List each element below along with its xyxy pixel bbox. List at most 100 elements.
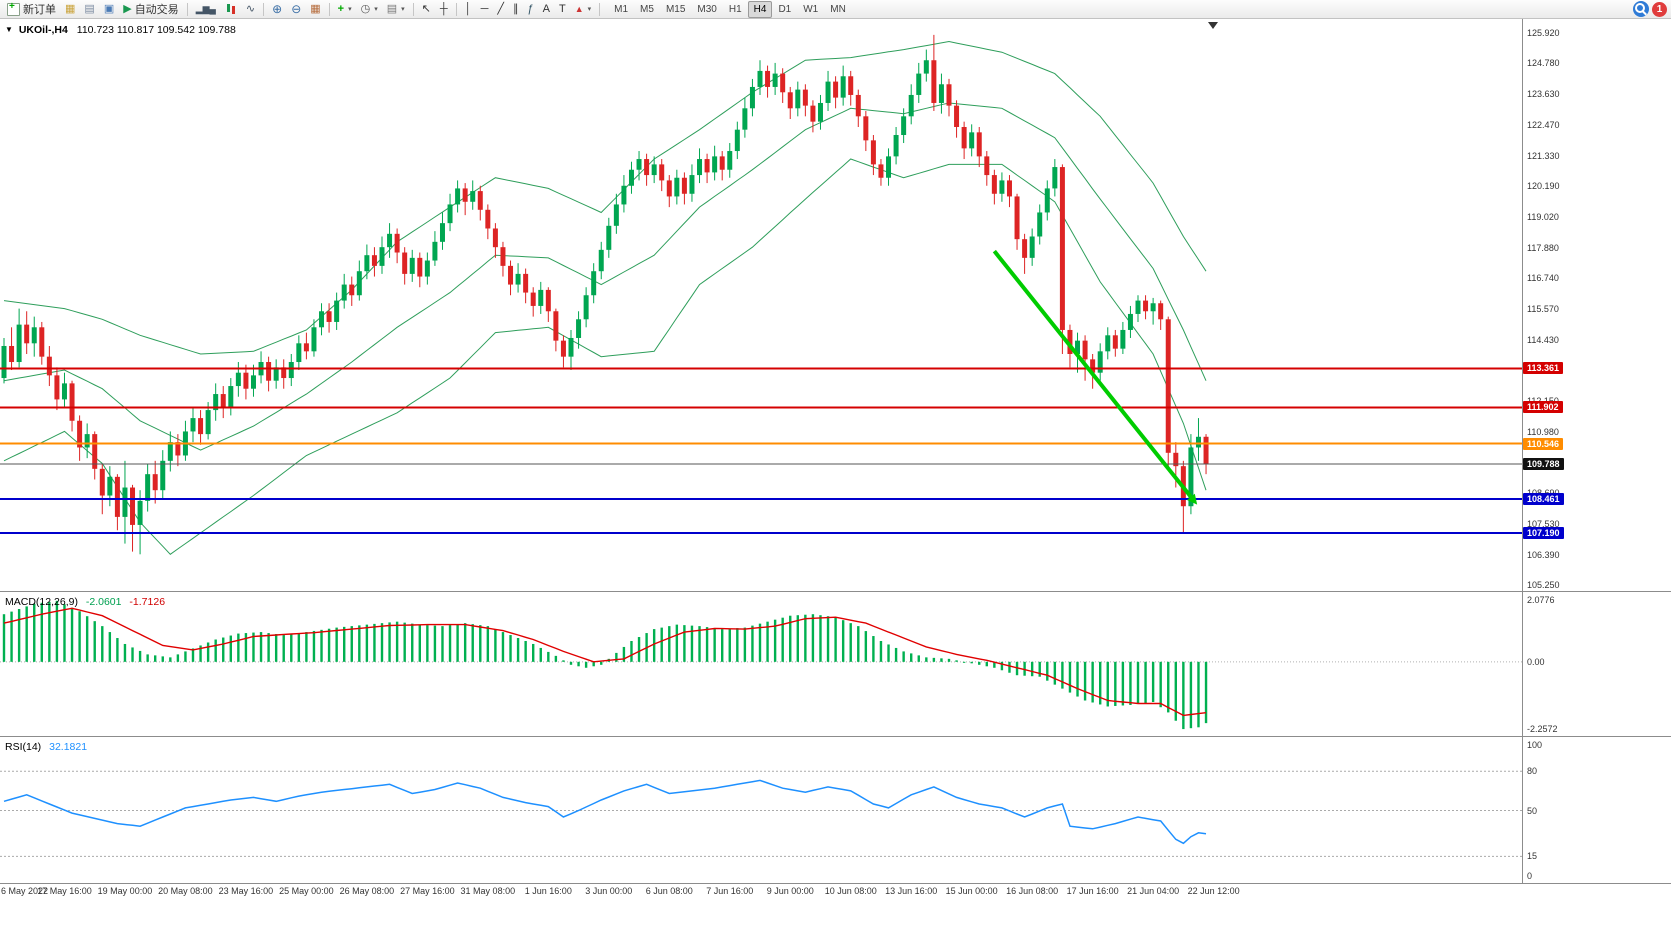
symbol-period-label: UKOil-,H4 (18, 24, 68, 36)
toolbar: + 新订单 ▦ ▤ ▣ ▶ 自动交易 ▂▆▄ ∿ ⊕ ⊖ ▦ + ▾ ◷ ▾ ▤ ▾ … (0, 0, 1671, 19)
rsi-canvas[interactable] (0, 737, 1522, 884)
crosshair-icon[interactable]: ┼ (439, 2, 448, 15)
profiles-icon[interactable]: ▤ (84, 2, 95, 15)
templates-button[interactable]: ▤ ▾ (383, 0, 409, 18)
time-label: 13 Jun 16:00 (885, 886, 938, 896)
time-axis: 6 May 2022 17 May 16:00 19 May 00:00 20 May… (0, 884, 1522, 902)
time-label: 17 May 16:00 (37, 886, 92, 896)
chevron-down-icon: ▾ (587, 6, 592, 13)
price-tick: 114.430 (1527, 334, 1559, 345)
timeframe-button-h1[interactable]: H1 (728, 3, 742, 15)
price-axis: 113.361 111.902 110.546 109.788 108.461 107.1… (1522, 19, 1671, 884)
zoom-in-icon[interactable]: ⊕ (272, 2, 283, 16)
bar-chart-icon[interactable]: ▂▆▄ (195, 3, 216, 14)
macd-main-value: -2.0601 (85, 596, 122, 608)
macd-indicator-label: MACD(12,26,9) -2.0601 -1.7126 (5, 596, 165, 608)
timeframe-button-m1[interactable]: M1 (614, 3, 629, 15)
line-chart-icon[interactable]: ∿ (245, 2, 256, 15)
price-tick: 112.150 (1527, 396, 1559, 406)
timeframe-button-d1[interactable]: D1 (778, 3, 792, 15)
indicators-button[interactable]: + ▾ (334, 0, 356, 18)
trend-arrow[interactable] (992, 249, 1198, 505)
time-label: 1 Jun 16:00 (524, 886, 572, 896)
channel-icon[interactable]: ∥ (512, 2, 519, 15)
text-label-icon[interactable]: T (558, 2, 566, 15)
macd-axis-tick: 2.0776 (1527, 595, 1555, 605)
zoom-out-icon[interactable]: ⊖ (291, 2, 302, 16)
rsi-axis-tick: 15 (1527, 851, 1538, 862)
macd-canvas[interactable] (0, 592, 1522, 737)
rsi-line (3, 779, 1207, 845)
rsi-axis-tick: 100 (1527, 740, 1543, 750)
toolbar-right: 1 (1633, 1, 1667, 17)
macd-histogram (2, 600, 1208, 730)
timeframe-button-m30[interactable]: M30 (697, 3, 717, 15)
axis-separator (0, 883, 1671, 884)
price-tick: 122.470 (1527, 120, 1560, 131)
periods-button[interactable]: ◷ ▾ (357, 0, 382, 18)
time-label: 6 Jun 08:00 (645, 886, 693, 896)
timeframe-button-m15[interactable]: M15 (665, 3, 686, 15)
indicators-icon: + (337, 2, 345, 15)
time-label: 16 Jun 08:00 (1006, 886, 1059, 896)
horizontal-line-icon[interactable]: ─ (480, 2, 489, 15)
rsi-axis-tick: 80 (1527, 766, 1538, 777)
time-label: 19 May 00:00 (97, 886, 153, 896)
autotrading-button[interactable]: ▶ 自动交易 (119, 0, 182, 18)
toolbar-separator (599, 2, 601, 16)
time-label: 3 Jun 00:00 (585, 886, 633, 896)
price-tick: 117.880 (1527, 242, 1559, 253)
chevron-down-icon: ▾ (401, 6, 405, 13)
search-icon[interactable] (1633, 1, 1649, 17)
timeframe-button-w1[interactable]: W1 (803, 3, 819, 15)
new-order-label: 新订单 (23, 4, 56, 16)
pane-splitter[interactable] (0, 736, 1671, 737)
timeframe-button-m5[interactable]: M5 (640, 3, 654, 15)
timeframe-group: M1 M5 M15 M30 H1 H4 D1 W1 MN (608, 0, 852, 18)
trendline-icon[interactable]: ╱ (497, 2, 504, 15)
pane-splitter[interactable] (0, 591, 1671, 592)
price-tick: 110.980 (1527, 426, 1559, 437)
new-order-button[interactable]: + 新订单 (3, 0, 60, 18)
ohlc-values: 110.723 110.817 109.542 109.788 (76, 24, 236, 36)
tile-windows-icon[interactable]: ▦ (310, 2, 321, 15)
candlestick-chart-icon[interactable] (221, 0, 241, 18)
price-tick: 106.390 (1527, 549, 1560, 560)
macd-signal-line (3, 607, 1207, 717)
timeframe-button-h4[interactable]: H4 (747, 0, 773, 18)
chevron-down-icon: ▾ (348, 6, 352, 13)
market-watch-icon[interactable]: ▣ (103, 2, 115, 15)
fibonacci-icon[interactable]: ƒ (527, 2, 534, 15)
rsi-value: 32.1821 (49, 741, 88, 753)
price-tick: 105.250 (1527, 580, 1560, 590)
arrows-button[interactable]: ▲ ▾ (571, 0, 595, 18)
new-chart-icon[interactable]: ▦ (65, 2, 76, 15)
macd-axis-tick: -2.2572 (1527, 724, 1558, 734)
price-badge-110.546: 110.546 (1523, 437, 1564, 450)
autotrading-play-icon: ▶ (123, 2, 132, 15)
timeframe-button-mn[interactable]: MN (830, 3, 846, 15)
rsi-axis-tick: 50 (1527, 805, 1538, 816)
time-label: 6 May 2022 (1, 886, 49, 896)
time-label: 25 May 00:00 (279, 886, 334, 896)
notification-badge[interactable]: 1 (1652, 1, 1667, 17)
toolbar-separator (412, 2, 414, 16)
price-badge-109.788: 109.788 (1523, 457, 1564, 470)
text-icon[interactable]: A (542, 2, 550, 15)
one-click-trading-icon[interactable]: ▼ (5, 25, 13, 34)
price-badge-113.361: 113.361 (1523, 362, 1564, 375)
axis-separator (1522, 19, 1523, 884)
cursor-icon[interactable]: ↖ (421, 2, 431, 15)
toolbar-separator (263, 2, 265, 16)
bollinger-bands (3, 40, 1207, 555)
toolbar-separator (455, 2, 457, 16)
rsi-axis-tick: 0 (1527, 871, 1533, 881)
bb-middle-line (3, 102, 1207, 451)
time-label: 15 Jun 00:00 (945, 886, 998, 896)
vertical-line-icon[interactable]: │ (464, 2, 472, 15)
time-label: 31 May 08:00 (460, 886, 516, 896)
price-tick: 120.190 (1527, 181, 1560, 192)
price-chart-canvas[interactable] (0, 19, 1522, 592)
price-tick: 108.690 (1527, 488, 1560, 498)
